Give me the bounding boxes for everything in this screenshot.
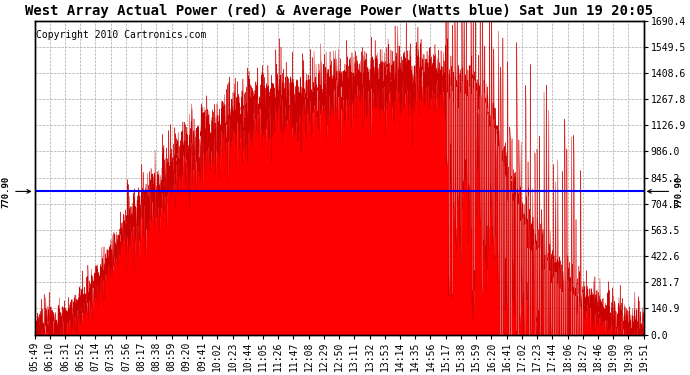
Title: West Array Actual Power (red) & Average Power (Watts blue) Sat Jun 19 20:05: West Array Actual Power (red) & Average … (25, 4, 653, 18)
Text: 770.90: 770.90 (1, 175, 30, 207)
Text: Copyright 2010 Cartronics.com: Copyright 2010 Cartronics.com (37, 30, 207, 40)
Text: 770.90: 770.90 (648, 175, 683, 207)
